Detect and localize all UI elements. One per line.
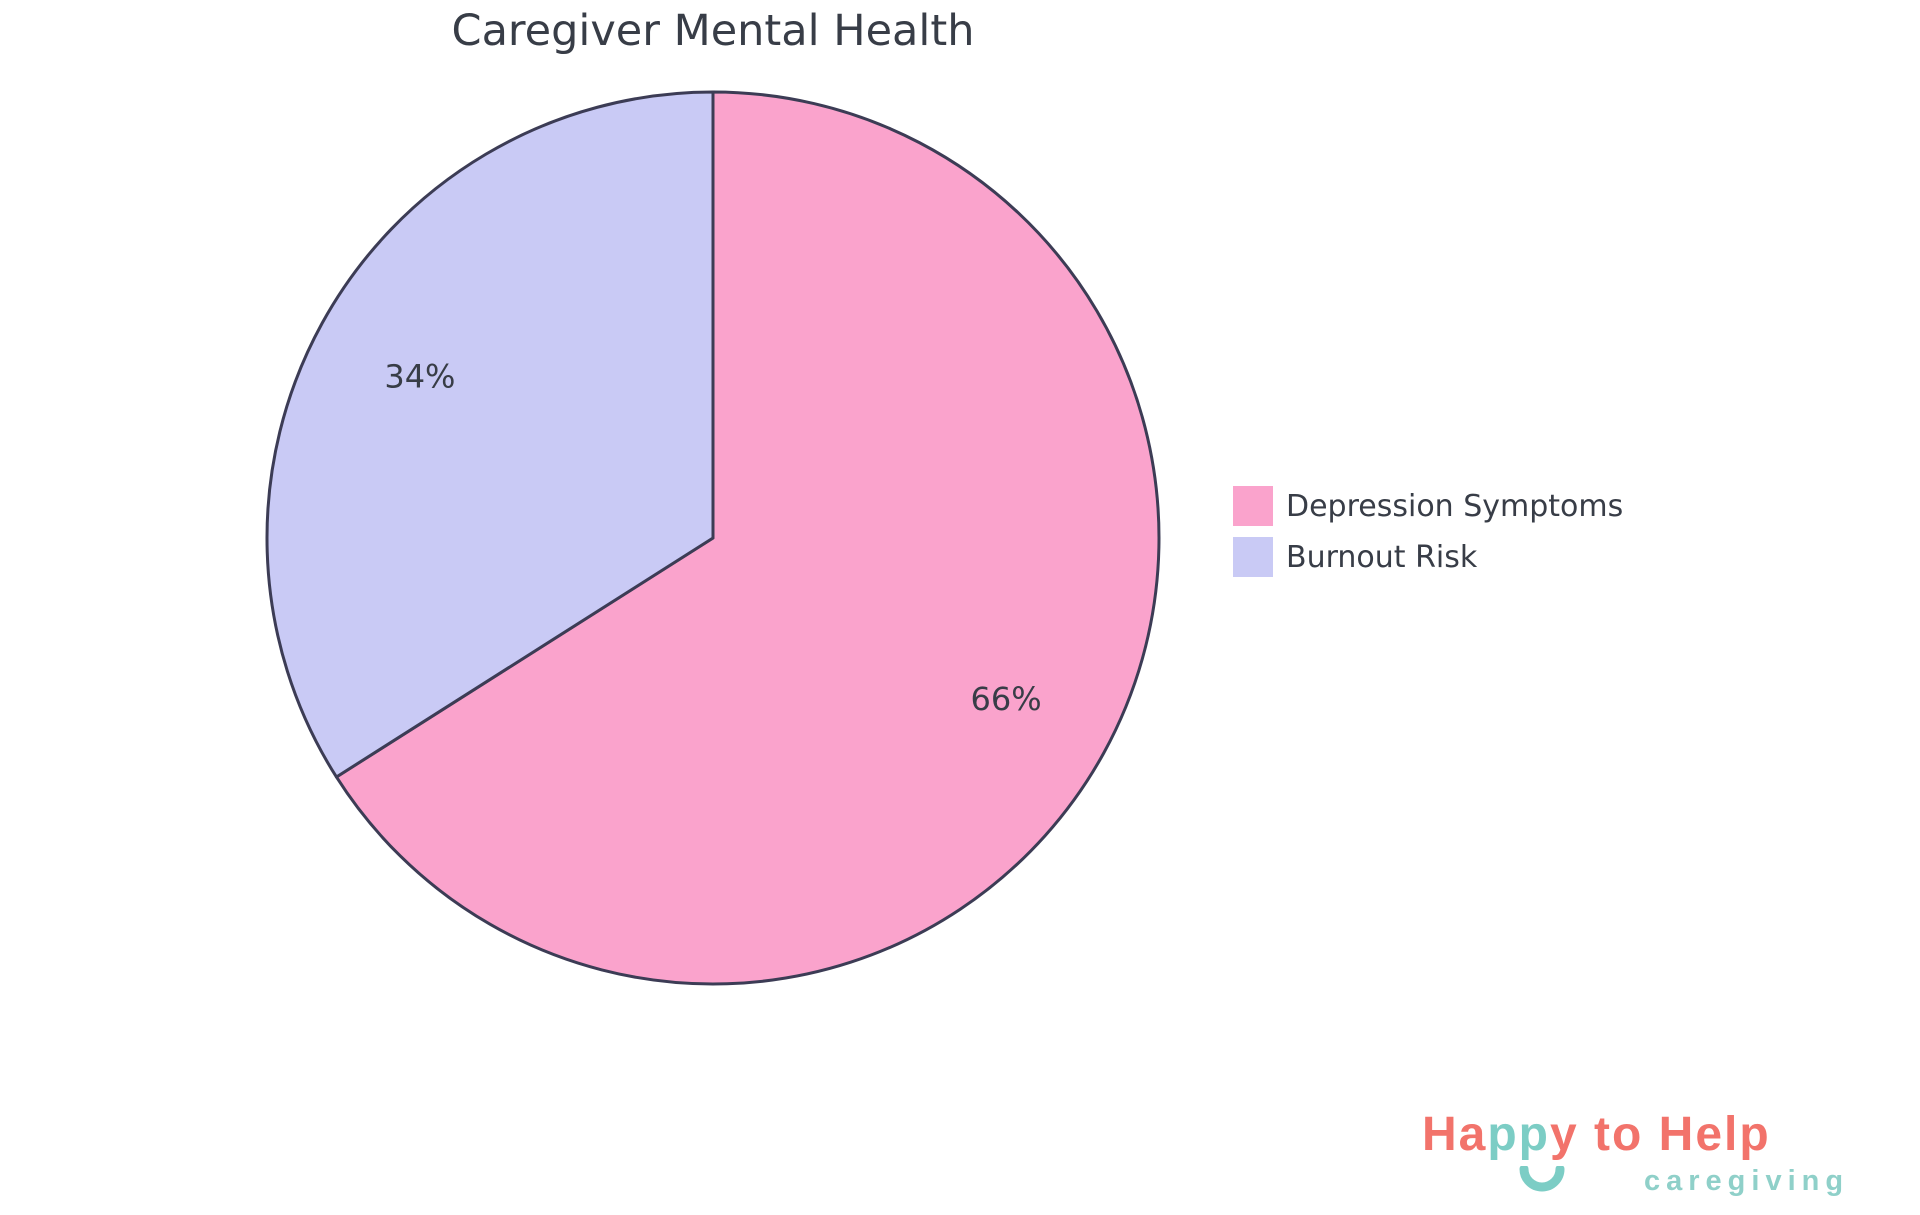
happy-to-help-logo: Happy to Help caregiving xyxy=(1422,1108,1892,1208)
legend-label-depression-symptoms: Depression Symptoms xyxy=(1286,488,1624,524)
logo-text-ha: Ha xyxy=(1422,1108,1488,1161)
logo-wordmark: Happy to Help xyxy=(1422,1108,1892,1162)
logo-text-y: y xyxy=(1550,1108,1579,1161)
logo-text-to-help: to Help xyxy=(1578,1108,1771,1161)
pie-slice-burnout-risk xyxy=(265,90,715,779)
chart-title: Caregiver Mental Health xyxy=(451,6,975,56)
pie-slice-depression-symptoms xyxy=(334,90,1161,986)
legend-label-burnout-risk: Burnout Risk xyxy=(1286,539,1478,575)
legend: Depression Symptoms Burnout Risk xyxy=(1233,486,1623,588)
logo-text-pp: pp xyxy=(1487,1108,1550,1161)
smile-icon xyxy=(1519,1166,1565,1192)
logo-subtitle: caregiving xyxy=(1644,1165,1850,1197)
pie-pct-label-depression-symptoms: 66% xyxy=(971,680,1042,718)
legend-swatch-depression-symptoms xyxy=(1233,486,1273,526)
legend-item-burnout-risk: Burnout Risk xyxy=(1233,537,1623,577)
legend-swatch-burnout-risk xyxy=(1233,537,1273,577)
pie-pct-label-burnout-risk: 34% xyxy=(384,358,455,396)
legend-item-depression-symptoms: Depression Symptoms xyxy=(1233,486,1623,526)
